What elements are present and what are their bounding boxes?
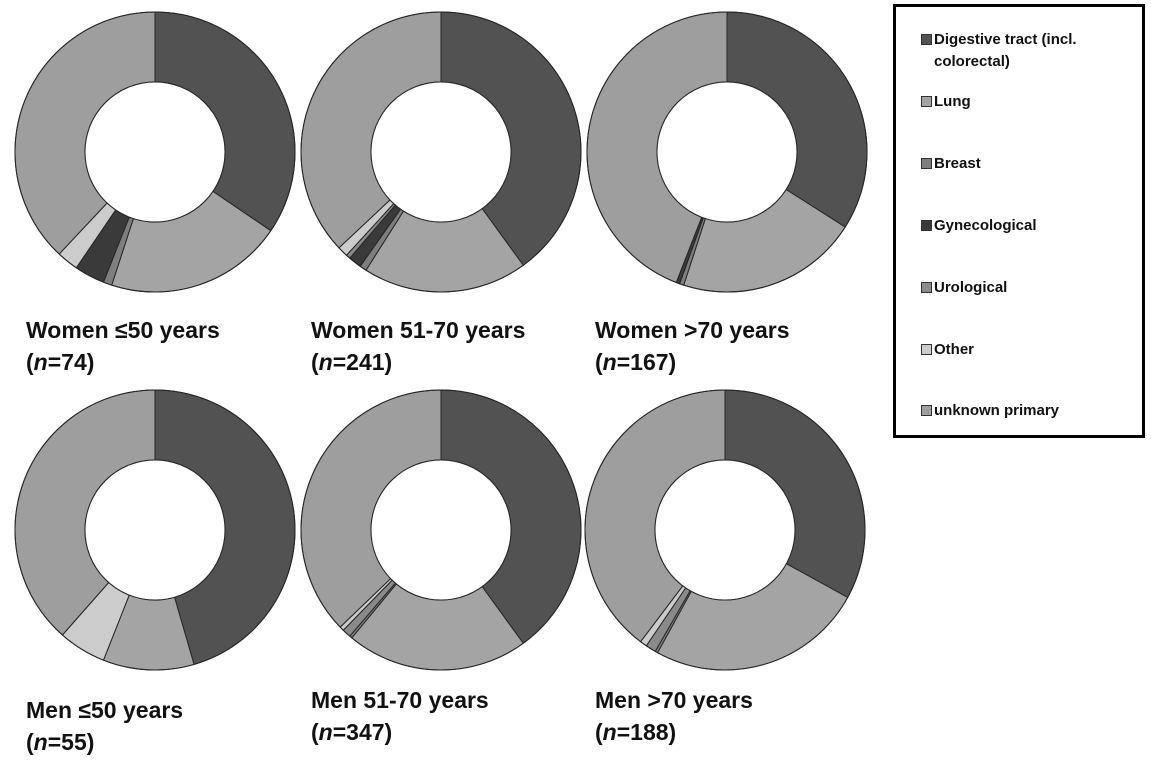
- panel-title: Men >70 years: [595, 687, 753, 713]
- panel-caption-men-51-70: Men 51-70 years (n=347): [311, 684, 489, 748]
- panel-n: (n=188): [595, 719, 677, 745]
- panel-caption-men-gt70: Men >70 years (n=188): [595, 684, 753, 748]
- legend-label: Gynecological: [934, 217, 1037, 234]
- legend-item-other: Other: [921, 339, 1144, 361]
- panel-title: Women >70 years: [595, 317, 790, 343]
- panel-caption-women-51-70: Women 51-70 years (n=241): [311, 314, 525, 378]
- panel-n: (n=74): [26, 349, 95, 375]
- panel-caption-men-le50: Men ≤50 years (n=55): [26, 694, 183, 758]
- donut-chart: [300, 389, 582, 671]
- legend-item-urological: Urological: [921, 277, 1144, 299]
- legend-item-unknown-primary: unknown primary: [921, 400, 1144, 422]
- panel-n: (n=347): [311, 719, 393, 745]
- donut-chart: [14, 11, 296, 293]
- donut-hole: [84, 459, 226, 601]
- donut-outer-ring: [300, 11, 582, 293]
- donut-outer-ring: [300, 389, 582, 671]
- legend-swatch: [921, 158, 932, 169]
- legend-item-breast: Breast: [921, 153, 1144, 175]
- panel-n: (n=55): [26, 729, 95, 755]
- legend-swatch: [921, 282, 932, 293]
- donut-outer-ring: [14, 11, 296, 293]
- legend-swatch: [921, 344, 932, 355]
- panel-title: Men ≤50 years: [26, 697, 184, 723]
- legend-label: Digestive tract (incl. colorectal): [934, 31, 1077, 70]
- donut-chart: [586, 11, 868, 293]
- donut-outer-ring: [14, 389, 296, 671]
- donut-hole: [656, 81, 798, 223]
- legend-swatch: [921, 96, 932, 107]
- donut-chart: [14, 389, 296, 671]
- donut-hole: [370, 459, 512, 601]
- panel-n: (n=241): [311, 349, 393, 375]
- legend-swatch: [921, 220, 932, 231]
- donut-outer-ring: [584, 389, 866, 671]
- donut-chart: [584, 389, 866, 671]
- donut-chart: [300, 11, 582, 293]
- legend-label: Lung: [934, 93, 971, 110]
- panel-caption-women-le50: Women ≤50 years (n=74): [26, 314, 220, 378]
- legend-item-gynecological: Gynecological: [921, 215, 1144, 237]
- donut-outer-ring: [586, 11, 868, 293]
- legend-swatch: [921, 34, 932, 45]
- panel-title: Men 51-70 years: [311, 687, 489, 713]
- panel-title: Women 51-70 years: [311, 317, 526, 343]
- donut-hole: [654, 459, 796, 601]
- donut-hole: [84, 81, 226, 223]
- legend-label: Other: [934, 341, 975, 358]
- panel-caption-women-gt70: Women >70 years (n=167): [595, 314, 790, 378]
- panel-n: (n=167): [595, 349, 677, 375]
- legend-label: Breast: [934, 155, 981, 172]
- legend: Digestive tract (incl. colorectal) Lung …: [893, 4, 1145, 438]
- legend-item-digestive: Digestive tract (incl. colorectal): [921, 29, 1144, 73]
- legend-item-lung: Lung: [921, 91, 1144, 113]
- legend-label: unknown primary: [934, 402, 1060, 419]
- donut-hole: [370, 81, 512, 223]
- legend-swatch: [921, 405, 932, 416]
- legend-label: Urological: [934, 279, 1008, 296]
- panel-title: Women ≤50 years: [26, 317, 220, 343]
